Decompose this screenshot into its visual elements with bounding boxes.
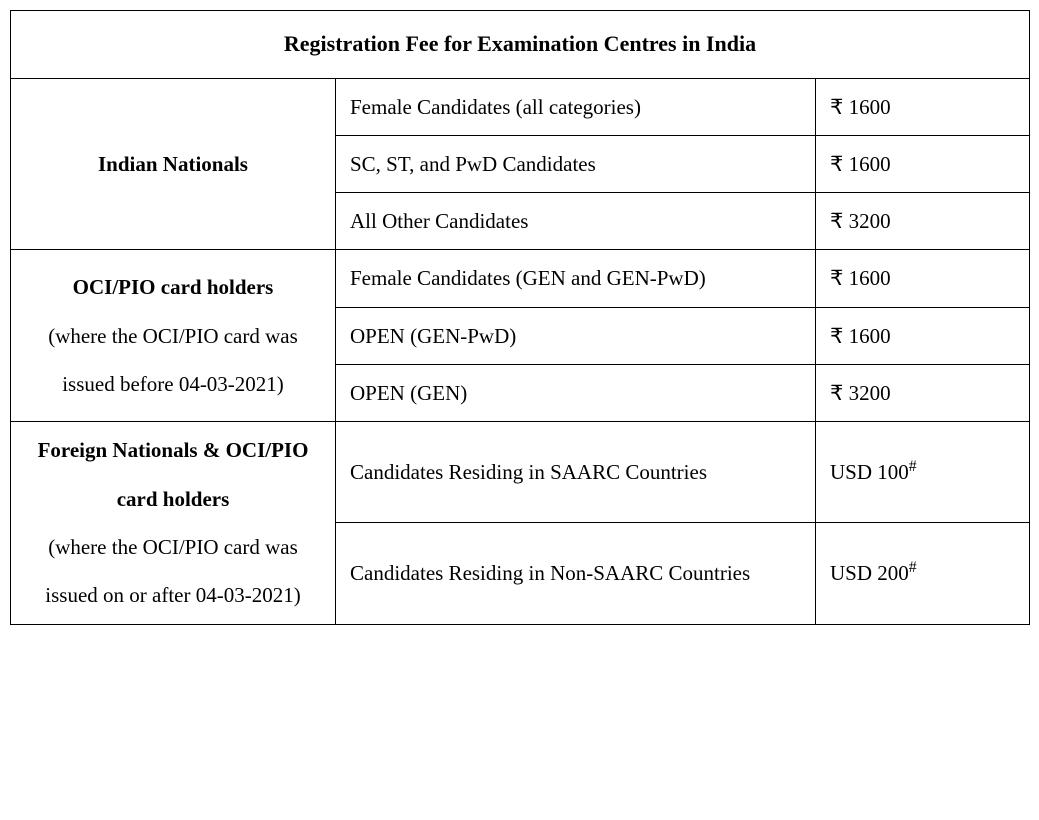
group-note: (where the OCI/PIO card was issued befor… (29, 312, 317, 409)
candidate-type-cell: OPEN (GEN-PwD) (336, 307, 816, 364)
fee-value: ₹ 1600 (830, 266, 891, 290)
group-label: OCI/PIO card holders (29, 263, 317, 311)
fee-value: ₹ 1600 (830, 324, 891, 348)
candidate-type-cell: SC, ST, and PwD Candidates (336, 135, 816, 192)
hash-mark: # (909, 458, 917, 475)
table-row: OCI/PIO card holders(where the OCI/PIO c… (11, 250, 1030, 307)
fee-cell: ₹ 1600 (816, 78, 1030, 135)
candidate-type-cell: Female Candidates (GEN and GEN-PwD) (336, 250, 816, 307)
hash-mark: # (909, 559, 917, 576)
fee-value: USD 100 (830, 460, 909, 484)
table-title: Registration Fee for Examination Centres… (11, 11, 1030, 79)
group-label: Foreign Nationals & OCI/PIO card holders (29, 426, 317, 523)
candidate-type-cell: Candidates Residing in Non-SAARC Countri… (336, 523, 816, 624)
fee-value: ₹ 1600 (830, 152, 891, 176)
fee-value: ₹ 3200 (830, 209, 891, 233)
group-cell: Foreign Nationals & OCI/PIO card holders… (11, 422, 336, 624)
table-row: Foreign Nationals & OCI/PIO card holders… (11, 422, 1030, 523)
candidate-type-cell: Candidates Residing in SAARC Countries (336, 422, 816, 523)
fee-cell: USD 100# (816, 422, 1030, 523)
fee-cell: ₹ 3200 (816, 193, 1030, 250)
candidate-type-cell: OPEN (GEN) (336, 365, 816, 422)
fee-cell: ₹ 1600 (816, 135, 1030, 192)
candidate-type-cell: All Other Candidates (336, 193, 816, 250)
fee-cell: USD 200# (816, 523, 1030, 624)
table-row: Indian NationalsFemale Candidates (all c… (11, 78, 1030, 135)
group-label: Indian Nationals (29, 140, 317, 188)
group-cell: Indian Nationals (11, 78, 336, 250)
fee-cell: ₹ 1600 (816, 250, 1030, 307)
group-cell: OCI/PIO card holders(where the OCI/PIO c… (11, 250, 336, 422)
group-note: (where the OCI/PIO card was issued on or… (29, 523, 317, 620)
fee-cell: ₹ 1600 (816, 307, 1030, 364)
fee-value: ₹ 1600 (830, 95, 891, 119)
title-row: Registration Fee for Examination Centres… (11, 11, 1030, 79)
fee-value: USD 200 (830, 561, 909, 585)
fee-table-body: Registration Fee for Examination Centres… (11, 11, 1030, 625)
fee-value: ₹ 3200 (830, 381, 891, 405)
fee-cell: ₹ 3200 (816, 365, 1030, 422)
candidate-type-cell: Female Candidates (all categories) (336, 78, 816, 135)
fee-table: Registration Fee for Examination Centres… (10, 10, 1030, 625)
